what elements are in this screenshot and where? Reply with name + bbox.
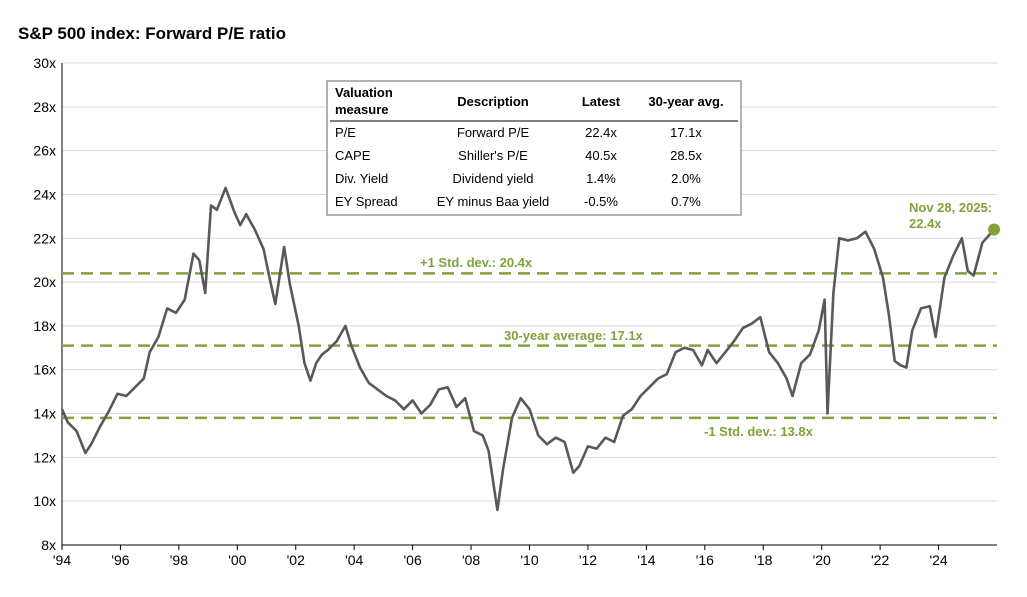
table-cell: 2.0% [671, 171, 701, 186]
x-axis: '94 '96 '98 '00 '02 '04 '06 '08 '10 '12 '14 '16 '18 '… [53, 544, 997, 568]
y-tick-label: 16x [33, 362, 56, 378]
x-tick-label: '12 [579, 552, 597, 568]
table-cell: Forward P/E [457, 125, 530, 140]
y-tick-label: 30x [33, 55, 56, 71]
y-tick-label: 26x [33, 143, 56, 159]
x-tick-label: '96 [111, 552, 129, 568]
table-cell: Div. Yield [335, 171, 388, 186]
table-cell: 17.1x [670, 125, 702, 140]
x-tick-label: '98 [170, 552, 188, 568]
y-tick-label: 8x [41, 537, 56, 553]
table-cell: -0.5% [584, 194, 618, 209]
table-cell: 28.5x [670, 148, 702, 163]
series-layer [60, 186, 996, 512]
table-header-avg: 30-year avg. [648, 94, 723, 109]
x-tick-label: '10 [520, 552, 538, 568]
x-tick-label: '18 [754, 552, 772, 568]
y-tick-label: 10x [33, 493, 56, 509]
table-cell: 22.4x [585, 125, 617, 140]
table-header-latest: Latest [582, 94, 621, 109]
table-cell: 0.7% [671, 194, 701, 209]
reference-lines [62, 272, 997, 420]
table-cell: Shiller's P/E [458, 148, 528, 163]
table-cell: EY minus Baa yield [437, 194, 550, 209]
x-tick-label: '08 [462, 552, 480, 568]
x-tick-label: '24 [929, 552, 947, 568]
x-tick-label: '02 [287, 552, 305, 568]
table-header-measure-line1: Valuation [335, 85, 393, 100]
plus-std-label: +1 Std. dev.: 20.4x [420, 255, 533, 270]
pe-ratio-line [60, 186, 996, 512]
table-cell: CAPE [335, 148, 371, 163]
average-label: 30-year average: 17.1x [504, 328, 644, 343]
y-tick-label: 14x [33, 406, 56, 422]
table-header-description: Description [457, 94, 529, 109]
latest-point-marker [988, 223, 1001, 236]
y-tick-label: 20x [33, 274, 56, 290]
x-tick-label: '22 [871, 552, 889, 568]
chart-title: S&P 500 index: Forward P/E ratio [18, 24, 286, 43]
table-cell: 1.4% [586, 171, 616, 186]
y-tick-label: 12x [33, 449, 56, 465]
x-tick-label: '06 [404, 552, 422, 568]
x-tick-label: '20 [813, 552, 831, 568]
x-tick-label: '00 [228, 552, 246, 568]
table-body: P/E Forward P/E 22.4x 17.1x CAPE Shiller's P/… [335, 125, 702, 209]
latest-date-label: Nov 28, 2025: [909, 200, 992, 215]
table-header-measure-line2: measure [335, 102, 388, 117]
table-cell: Dividend yield [453, 171, 534, 186]
y-tick-label: 18x [33, 318, 56, 334]
latest-value-label: 22.4x [909, 216, 942, 231]
x-tick-label: '94 [53, 552, 71, 568]
valuation-table: Valuation measure Description Latest 30-… [326, 80, 742, 216]
table-cell: EY Spread [335, 194, 398, 209]
table-cell: 40.5x [585, 148, 617, 163]
y-axis: 8x 10x 12x 14x 16x 18x 20x 22x 24x 26x 28x 30x [33, 55, 63, 553]
minus-std-label: -1 Std. dev.: 13.8x [704, 424, 814, 439]
x-tick-label: '04 [345, 552, 363, 568]
y-tick-label: 24x [33, 186, 56, 202]
y-tick-label: 28x [33, 99, 56, 115]
table-cell: P/E [335, 125, 356, 140]
y-tick-label: 22x [33, 230, 56, 246]
x-tick-label: '16 [696, 552, 714, 568]
x-tick-label: '14 [637, 552, 655, 568]
